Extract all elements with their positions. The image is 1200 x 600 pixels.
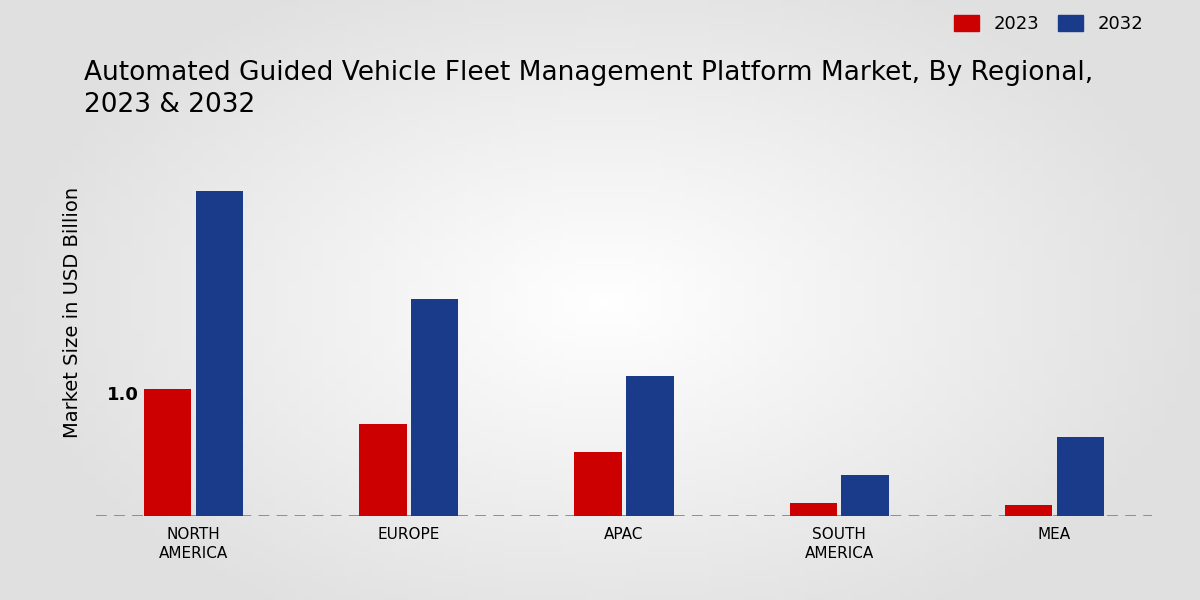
Y-axis label: Market Size in USD Billion: Market Size in USD Billion: [64, 187, 82, 437]
Bar: [841, 475, 889, 516]
Bar: [790, 503, 838, 516]
Bar: [626, 376, 673, 516]
Bar: [144, 389, 191, 516]
Text: 1.0: 1.0: [108, 386, 139, 404]
Bar: [359, 424, 407, 516]
Bar: [196, 191, 244, 516]
Text: Automated Guided Vehicle Fleet Management Platform Market, By Regional,
2023 & 2: Automated Guided Vehicle Fleet Managemen…: [84, 60, 1093, 118]
Bar: [575, 452, 622, 516]
Legend: 2023, 2032: 2023, 2032: [954, 15, 1142, 33]
Bar: [1057, 437, 1104, 516]
Bar: [410, 299, 458, 516]
Bar: [1004, 505, 1052, 516]
